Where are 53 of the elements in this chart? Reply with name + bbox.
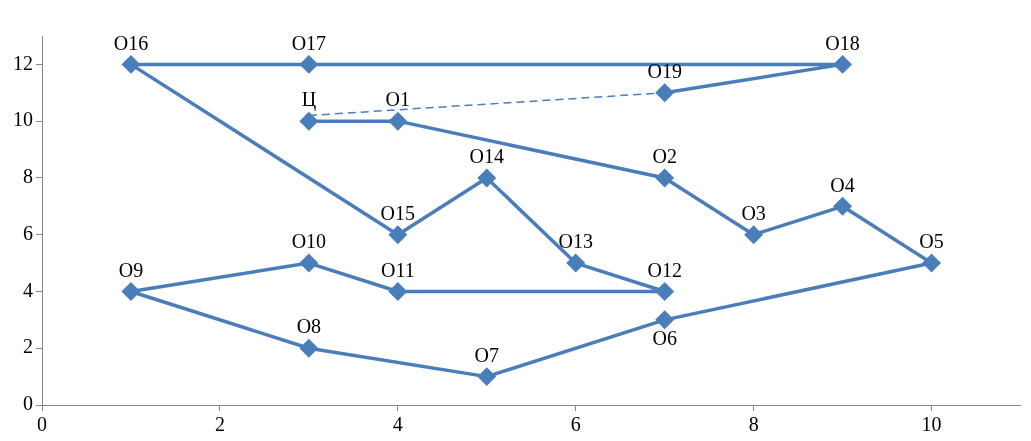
annotation: O10: [291, 230, 327, 253]
point: [300, 55, 318, 74]
point: [389, 282, 407, 301]
annotation: O19: [647, 60, 682, 83]
x-tick-label: 6: [570, 413, 581, 436]
point: [300, 112, 318, 130]
annotation: O1: [385, 88, 411, 111]
point: [833, 197, 852, 216]
annotation: O12: [647, 258, 682, 281]
point: [389, 225, 407, 244]
annotation: O18: [825, 31, 860, 54]
annotation: O4: [830, 173, 855, 196]
point: [389, 112, 407, 130]
y-tick-label: 8: [23, 165, 33, 188]
annotation: O13: [558, 230, 593, 253]
point: [655, 311, 674, 329]
point: [122, 55, 140, 74]
point: [655, 84, 674, 102]
point: [300, 339, 318, 357]
annotation: O9: [118, 258, 144, 281]
y-tick-label: 10: [13, 108, 33, 131]
annotation: O6: [652, 327, 677, 350]
point: [922, 254, 941, 272]
point: [655, 282, 674, 301]
x-tick-label: 10: [921, 413, 942, 436]
annotation: O7: [474, 343, 499, 366]
annotation: O17: [291, 31, 327, 54]
x-tick-label: 0: [37, 413, 47, 436]
y-tick-label: 4: [23, 278, 33, 301]
point: [744, 225, 763, 244]
annotation: O16: [113, 31, 149, 54]
point: [566, 254, 585, 272]
point: [833, 55, 852, 74]
annotation: Ц: [301, 88, 317, 112]
y-tick-label: 6: [23, 221, 33, 244]
y-tick-label: 0: [23, 392, 33, 415]
annotation: O8: [296, 315, 322, 338]
annotation: O2: [652, 145, 677, 168]
y-tick-label: 12: [13, 51, 33, 74]
annotation: O3: [741, 201, 766, 224]
point: [655, 169, 674, 187]
y-tick-label: 2: [23, 335, 33, 358]
point: [122, 282, 140, 301]
point: [478, 169, 496, 187]
annotation: O5: [919, 230, 944, 253]
annotation: O11: [380, 258, 415, 281]
x-tick-label: 4: [392, 413, 403, 436]
annotation: O14: [469, 145, 504, 168]
annotation: O15: [380, 201, 416, 224]
x-tick-label: 2: [214, 413, 225, 436]
point: [478, 367, 496, 386]
x-tick-label: 8: [748, 413, 759, 436]
point: [300, 254, 318, 272]
